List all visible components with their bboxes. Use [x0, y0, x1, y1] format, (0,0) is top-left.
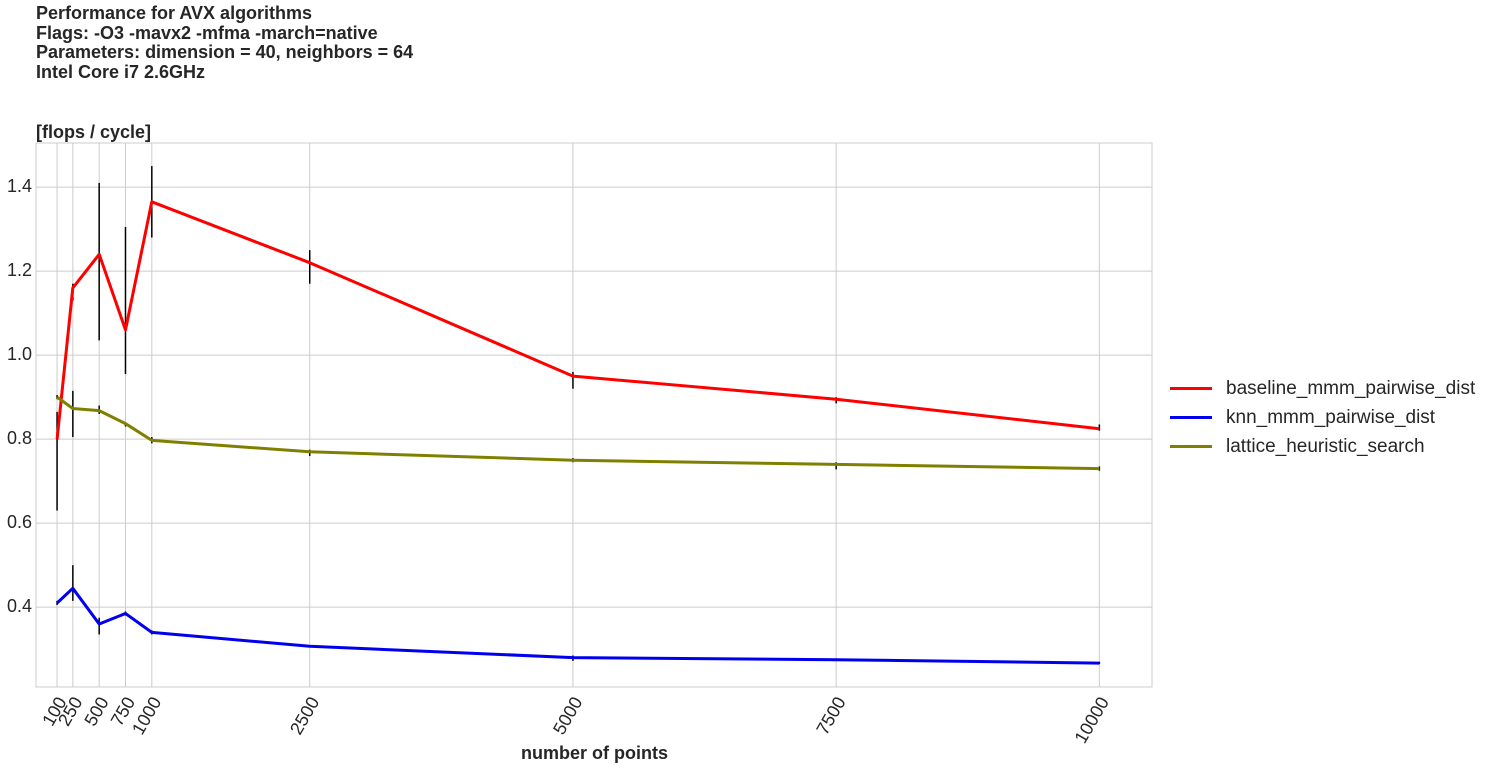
series-lines [55, 200, 1100, 665]
y-tick-label: 1.0 [7, 344, 32, 364]
x-axis-label: number of points [521, 743, 668, 763]
y-tick-label: 0.8 [7, 428, 32, 448]
legend-item-lattice: lattice_heuristic_search [1170, 432, 1475, 461]
x-tick-label: 7500 [812, 693, 849, 738]
y-tick-labels: 0.4 0.6 0.8 1.0 1.2 1.4 [7, 176, 32, 616]
legend-label-baseline: baseline_mmm_pairwise_dist [1226, 377, 1476, 399]
title-line-3: Parameters: dimension = 40, neighbors = … [36, 42, 414, 62]
y-tick-label: 1.2 [7, 260, 32, 280]
legend-swatch-knn [1170, 416, 1212, 419]
y-axis-label: [flops / cycle] [36, 122, 152, 142]
legend-item-baseline: baseline_mmm_pairwise_dist [1170, 374, 1475, 403]
series-line-lattice_heuristic_search [56, 395, 1100, 471]
chart-title: Performance for AVX algorithms Flags: -O… [36, 3, 414, 82]
y-tick-label: 0.4 [7, 596, 32, 616]
legend: baseline_mmm_pairwise_dist knn_mmm_pairw… [1170, 374, 1475, 461]
x-tick-label: 5000 [549, 693, 586, 738]
error-bars [56, 166, 1101, 664]
title-line-4: Intel Core i7 2.6GHz [36, 61, 206, 82]
legend-label-lattice: lattice_heuristic_search [1226, 435, 1425, 457]
legend-swatch-baseline [1170, 387, 1212, 390]
series-line-baseline_mmm_pairwise_dist [55, 200, 1100, 440]
title-line-1: Performance for AVX algorithms [36, 3, 313, 23]
plot-frame [35, 142, 1153, 688]
legend-item-knn: knn_mmm_pairwise_dist [1170, 403, 1475, 432]
x-tick-label: 2500 [286, 693, 323, 738]
x-tick-label: 1000 [128, 693, 165, 738]
y-tick-label: 1.4 [7, 176, 32, 196]
title-line-2: Flags: -O3 -mavx2 -mfma -march=native [36, 22, 378, 43]
series-line-knn_mmm_pairwise_dist [56, 586, 1100, 665]
x-tick-label: 500 [80, 693, 112, 729]
legend-label-knn: knn_mmm_pairwise_dist [1226, 406, 1436, 428]
x-tick-label: 10000 [1071, 693, 1113, 746]
legend-swatch-lattice [1170, 445, 1212, 448]
y-tick-label: 0.6 [7, 512, 32, 532]
